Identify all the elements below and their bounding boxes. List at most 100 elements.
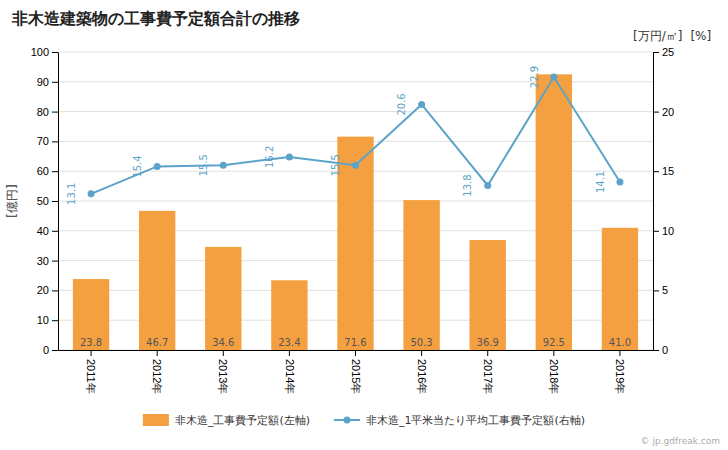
x-tick-label: 2016年	[416, 359, 428, 394]
y2-tick-mark	[653, 290, 659, 291]
legend-item: 非木造_1平米当たり平均工事費予定額(右軸)	[334, 414, 585, 427]
x-tick-mark	[619, 350, 620, 356]
y2-tick: 20	[653, 106, 674, 118]
x-tick-mark	[157, 350, 158, 356]
x-tick-label: 2013年	[217, 359, 229, 394]
y-tick-label: 0	[43, 344, 49, 356]
legend-swatch	[143, 414, 169, 426]
y-tick-label: 20	[37, 284, 49, 296]
data-labels: 23.846.734.623.471.650.336.992.541.013.1…	[66, 66, 631, 348]
bar	[536, 74, 572, 350]
bar-series	[73, 74, 638, 350]
chart: 23.846.734.623.471.650.336.992.541.013.1…	[0, 0, 728, 450]
y-axis-label: [億円]	[5, 184, 19, 217]
y2-tick-label: 20	[662, 106, 674, 118]
line-label: 13.8	[462, 174, 473, 196]
x-tick-mark	[289, 350, 290, 356]
y2-tick: 10	[653, 225, 674, 237]
title: 非木造建築物の工事費予定額合計の推移	[11, 9, 300, 28]
annotation: [%]	[690, 29, 711, 43]
line-label: 13.1	[66, 183, 77, 205]
y2-tick: 25	[653, 46, 674, 58]
y-tick: 10	[37, 314, 58, 326]
x-tick-label: 2014年	[284, 359, 296, 394]
y-tick-mark	[52, 171, 58, 172]
x-tick-label: 2011年	[85, 359, 97, 394]
y-tick-mark	[52, 290, 58, 291]
line	[91, 77, 620, 194]
legend-item: 非木造_工事費予定額(左軸)	[143, 414, 310, 427]
x-tick: 2017年	[482, 350, 494, 394]
y-tick-mark	[52, 82, 58, 83]
line-label: 15.5	[198, 154, 209, 176]
y-tick-label: 50	[37, 195, 49, 207]
point	[220, 162, 227, 169]
y2-tick: 0	[653, 344, 668, 356]
bar-label: 92.5	[543, 337, 565, 348]
x-tick-mark	[487, 350, 488, 356]
y-tick-mark	[52, 201, 58, 202]
bar	[271, 280, 307, 350]
y-tick-label: 10	[37, 314, 49, 326]
legend-label: 非木造_工事費予定額(左軸)	[175, 414, 310, 427]
y-tick-label: 100	[31, 46, 49, 58]
y-axis: 0102030405060708090100	[31, 46, 59, 356]
y2-axis-label: [万円/㎡]	[633, 29, 682, 43]
line-label: 15.5	[330, 154, 341, 176]
points	[88, 74, 624, 198]
x-tick-mark	[355, 350, 356, 356]
point	[484, 182, 491, 189]
bar-label: 34.6	[212, 337, 234, 348]
y2-tick-mark	[653, 52, 659, 53]
y-tick-label: 30	[37, 255, 49, 267]
x-tick: 2018年	[548, 350, 560, 394]
y-tick: 30	[37, 255, 58, 267]
grid-line	[58, 52, 653, 53]
y-tick: 40	[37, 225, 58, 237]
y-tick-label: 90	[37, 76, 49, 88]
plot: 23.846.734.623.471.650.336.992.541.013.1…	[31, 46, 675, 394]
point	[154, 163, 161, 170]
x-tick: 2014年	[284, 350, 296, 394]
bar	[139, 211, 175, 350]
point	[418, 101, 425, 108]
marks	[73, 74, 638, 350]
bar	[205, 247, 241, 350]
bar-label: 50.3	[410, 337, 432, 348]
y-tick: 90	[37, 76, 58, 88]
y-tick: 80	[37, 106, 58, 118]
y-tick-label: 40	[37, 225, 49, 237]
grid	[58, 52, 653, 350]
x-tick-label: 2018年	[548, 359, 560, 394]
y2-tick-label: 5	[662, 284, 668, 296]
x-tick: 2013年	[217, 350, 229, 394]
line-label: 15.4	[132, 155, 143, 177]
y2-tick-mark	[653, 171, 659, 172]
line-label: 16.2	[264, 146, 275, 168]
y-tick-label: 70	[37, 135, 49, 147]
y-tick-mark	[52, 350, 58, 351]
x-tick: 2015年	[350, 350, 362, 394]
bar-label: 23.8	[80, 337, 102, 348]
y2-tick: 5	[653, 284, 668, 296]
y-tick: 0	[43, 344, 58, 356]
bar	[403, 200, 439, 350]
legend: 非木造_工事費予定額(左軸) 非木造_1平米当たり平均工事費予定額(右軸)	[143, 414, 585, 427]
line-label: 20.6	[396, 93, 407, 115]
legend-label: 非木造_1平米当たり平均工事費予定額(右軸)	[366, 414, 585, 427]
y-tick-mark	[52, 231, 58, 232]
bar	[602, 228, 638, 350]
y-tick-label: 80	[37, 106, 49, 118]
y-tick: 20	[37, 284, 58, 296]
y2-tick-label: 10	[662, 225, 674, 237]
y-tick: 100	[31, 46, 58, 58]
x-tick-mark	[553, 350, 554, 356]
y2-tick-label: 25	[662, 46, 674, 58]
x-tick-label: 2017年	[482, 359, 494, 394]
y-tick: 70	[37, 135, 58, 147]
y2-tick: 15	[653, 165, 674, 177]
bar-label: 36.9	[477, 337, 499, 348]
x-tick-mark	[421, 350, 422, 356]
x-tick-mark	[223, 350, 224, 356]
bar-label: 71.6	[344, 337, 366, 348]
